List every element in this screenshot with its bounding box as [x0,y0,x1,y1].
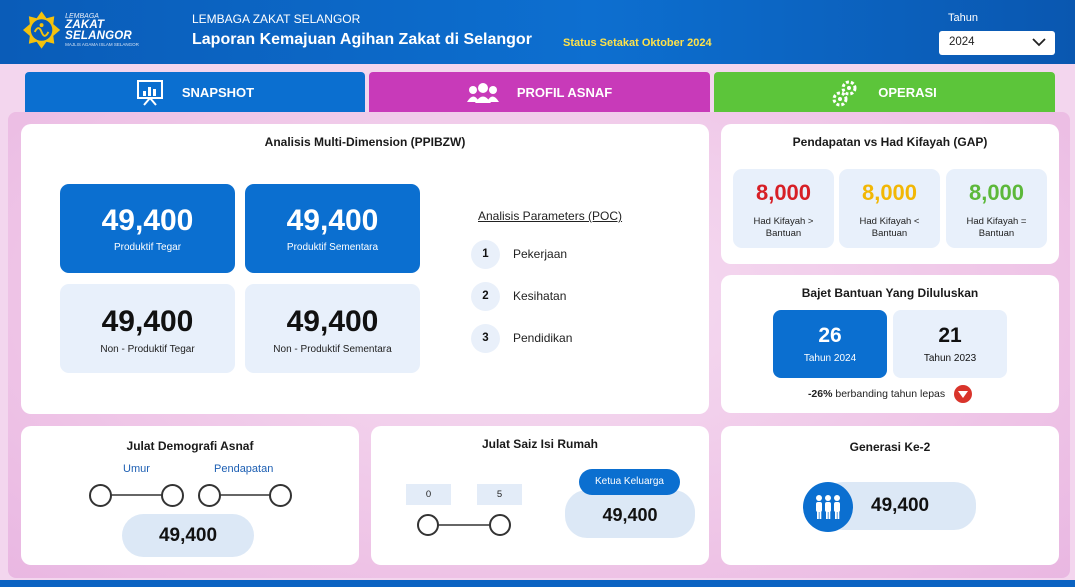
gears-icon [832,80,857,106]
gap-label: Had Kifayah = Bantuan [946,216,1047,240]
ketua-keluarga-badge: Ketua Keluarga [579,469,680,495]
demografi-card: Julat Demografi Asnaf Umur Pendapatan 49… [21,426,359,565]
tab-snapshot[interactable]: SNAPSHOT [25,72,365,113]
poc-label: Pendidikan [513,331,573,345]
zakat-logo-icon [22,11,61,49]
gap-label-line2: Bantuan [765,228,802,239]
down-arrow-icon [954,385,973,403]
gap-label-line2: Bantuan [978,228,1015,239]
tile-label: Produktif Tegar [113,242,182,253]
poc-item[interactable]: 2 Kesihatan [471,281,566,311]
saiz-min-input[interactable]: 0 [406,484,451,505]
logo-main-text: ZAKAT SELANGOR [65,18,132,43]
top-header: LEMBAGA ZAKAT SELANGOR MAJLIS AGAMA ISLA… [0,0,1075,64]
gap-tile-less[interactable]: 8,000 Had Kifayah < Bantuan [839,169,940,248]
pendapatan-max-handle[interactable] [269,484,292,507]
pendapatan-label: Pendapatan [214,463,274,475]
bajet-change-text: berbanding tahun lepas [835,387,946,400]
gap-tile-equal[interactable]: 8,000 Had Kifayah = Bantuan [946,169,1047,248]
saiz-title: Julat Saiz Isi Rumah [481,437,599,451]
multi-dimension-card: Analisis Multi-Dimension (PPIBZW) 49,400… [21,124,709,414]
saiz-max-handle[interactable] [489,514,511,536]
tile-label: Non - Produktif Tegar [100,344,195,355]
tab-operasi[interactable]: OPERASI [714,72,1055,113]
tab-operasi-label: OPERASI [878,85,937,100]
demografi-value: 49,400 [122,514,254,557]
umur-label: Umur [123,463,150,475]
logo-small-text: LEMBAGA [65,12,99,20]
demografi-sliders [100,494,281,496]
poc-label: Kesihatan [513,289,567,303]
tile-non-produktif-tegar[interactable]: 49,400 Non - Produktif Tegar [60,284,235,373]
tile-produktif-tegar[interactable]: 49,400 Produktif Tegar [60,184,235,273]
tab-profil-asnaf[interactable]: PROFIL ASNAF [369,72,710,113]
gap-label: Had Kifayah > Bantuan [733,216,834,240]
gap-value: 8,000 [755,180,812,205]
bajet-previous-tile[interactable]: 21 Tahun 2023 [893,310,1007,378]
poc-number: 2 [471,281,500,311]
year-label: Tahun [948,12,978,24]
poc-item[interactable]: 1 Pekerjaan [471,239,567,269]
year-value: 2024 [949,36,975,48]
gap-label: Had Kifayah < Bantuan [839,216,940,240]
logo-subtext: MAJLIS AGAMA ISLAM SELANGOR [65,41,139,47]
generasi-title: Generasi Ke-2 [849,440,931,454]
gap-label-line1: Had Kifayah > [753,216,814,227]
gap-value: 8,000 [968,180,1025,205]
logo: LEMBAGA ZAKAT SELANGOR MAJLIS AGAMA ISLA… [22,11,172,49]
poc-label: Pekerjaan [513,247,568,261]
bajet-comparison: -26% berbanding tahun lepas [721,385,1059,403]
tile-produktif-sementara[interactable]: 49,400 Produktif Sementara [245,184,420,273]
chevron-down-icon [1032,38,1046,47]
people-icon [466,82,499,103]
saiz-isi-rumah-card: Julat Saiz Isi Rumah 0 5 49,400 Ketua Ke… [371,426,709,565]
saiz-slider-track [428,524,500,526]
page-title: Laporan Kemajuan Agihan Zakat di Selango… [192,31,532,48]
poc-number: 3 [471,323,500,353]
gap-tile-greater[interactable]: 8,000 Had Kifayah > Bantuan [733,169,834,248]
gap-label-line1: Had Kifayah = [966,216,1027,227]
gap-label-line1: Had Kifayah < [859,216,920,227]
tab-snapshot-label: SNAPSHOT [181,85,255,100]
poc-number: 1 [471,239,500,269]
multi-dimension-title: Analisis Multi-Dimension (PPIBZW) [264,135,466,149]
gap-card: Pendapatan vs Had Kifayah (GAP) 8,000 Ha… [721,124,1059,264]
bajet-current-value: 26 [818,324,842,347]
tile-value: 49,400 [101,204,194,237]
bajet-card: Bajet Bantuan Yang Diluluskan 26 Tahun 2… [721,275,1059,413]
bajet-previous-value: 21 [938,324,962,347]
bajet-title: Bajet Bantuan Yang Diluluskan [801,286,979,300]
gap-value: 8,000 [861,180,918,205]
family-icon [803,482,853,532]
poc-title: Analisis Parameters (POC) [478,209,623,223]
status-text: Status Setakat Oktober 2024 [563,37,712,49]
umur-max-handle[interactable] [161,484,184,507]
demografi-title: Julat Demografi Asnaf [126,439,254,453]
tile-value: 49,400 [286,204,379,237]
gap-title: Pendapatan vs Had Kifayah (GAP) [792,135,988,149]
tile-label: Produktif Sementara [286,242,379,253]
tab-profil-label: PROFIL ASNAF [516,85,613,100]
saiz-value: 49,400 [565,490,695,538]
saiz-max-input[interactable]: 5 [477,484,522,505]
bottom-bar [0,580,1075,587]
year-dropdown[interactable]: 2024 [939,31,1055,55]
umur-min-handle[interactable] [89,484,112,507]
bajet-change: -26% [807,387,833,400]
saiz-min-handle[interactable] [417,514,439,536]
tile-label: Non - Produktif Sementara [273,344,392,355]
gap-label-line2: Bantuan [871,228,908,239]
bajet-current-label: Tahun 2024 [803,353,857,364]
poc-item[interactable]: 3 Pendidikan [471,323,572,353]
bajet-current-tile[interactable]: 26 Tahun 2024 [773,310,887,378]
presentation-chart-icon [136,79,163,106]
org-name: LEMBAGA ZAKAT SELANGOR [192,12,361,26]
pendapatan-min-handle[interactable] [198,484,221,507]
generasi-card: Generasi Ke-2 49,400 [721,426,1059,565]
tile-value: 49,400 [286,305,379,338]
bajet-previous-label: Tahun 2023 [923,353,977,364]
tile-value: 49,400 [101,305,194,338]
tile-non-produktif-sementara[interactable]: 49,400 Non - Produktif Sementara [245,284,420,373]
